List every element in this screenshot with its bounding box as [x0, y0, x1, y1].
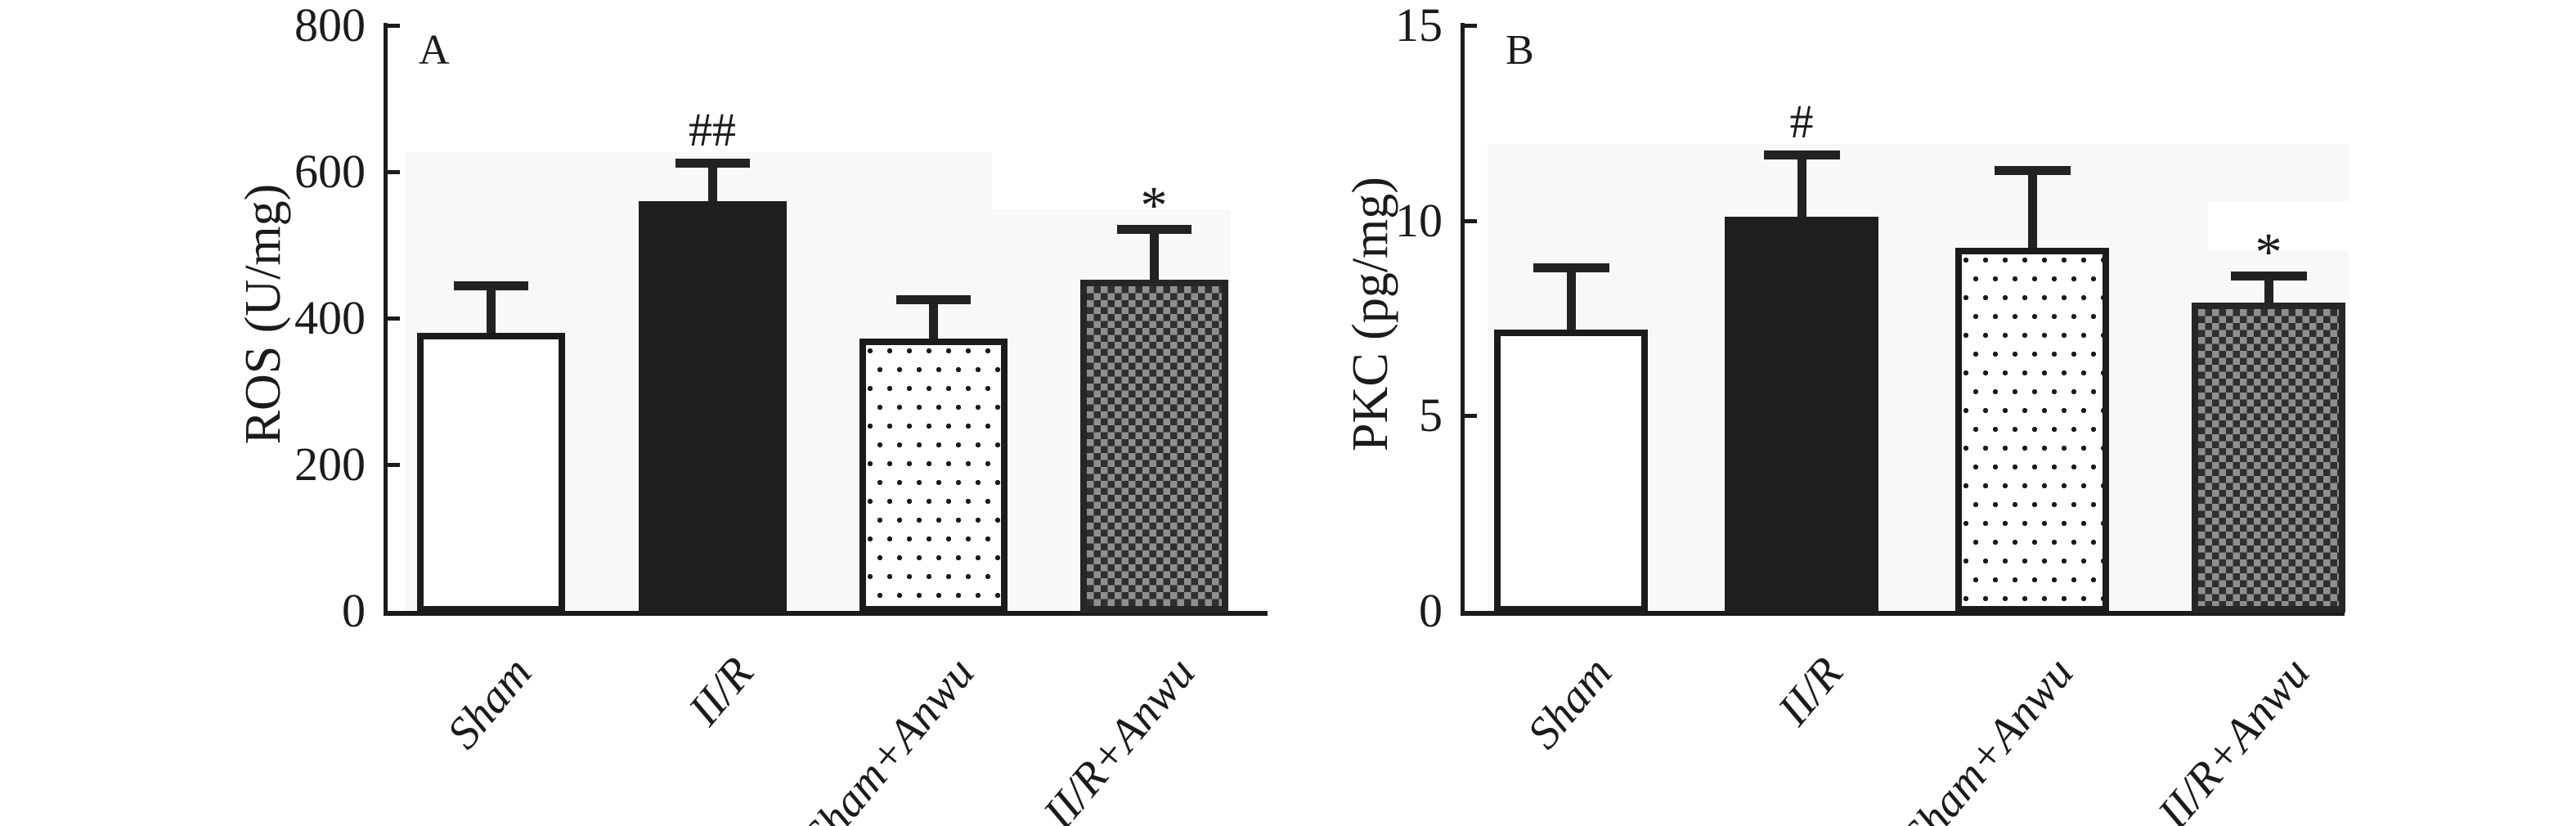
error-bar-cap [1117, 225, 1192, 234]
background-patch [2208, 201, 2349, 250]
error-bar-cap [2231, 272, 2307, 281]
panel-b-letter: B [1506, 27, 1534, 74]
y-tick-label: 800 [294, 0, 366, 52]
x-tick-label: Sham+Anwu [1892, 648, 2084, 826]
panel-a-letter: A [419, 27, 450, 74]
bar [1494, 330, 1648, 613]
y-tick-label: 400 [294, 291, 366, 344]
bar [859, 339, 1008, 613]
error-bar-line [1797, 159, 1806, 217]
error-bar-line [1567, 272, 1576, 330]
error-bar-cap [454, 281, 528, 290]
error-bar-line [1150, 234, 1159, 280]
y-tick-label: 200 [294, 438, 366, 491]
y-tick-label: 0 [342, 584, 366, 637]
error-bar-cap [1995, 166, 2071, 175]
y-tick [1465, 219, 1477, 223]
error-bar-cap [675, 159, 750, 168]
significance-annotation: * [1140, 176, 1168, 236]
y-tick-label: 0 [1419, 584, 1443, 637]
y-tick [388, 316, 400, 321]
significance-annotation: # [1789, 95, 1814, 148]
bar [417, 333, 565, 613]
error-bar-line [2264, 281, 2273, 303]
y-tick-label: 5 [1419, 388, 1443, 442]
bar [1955, 248, 2109, 613]
error-bar-line [2028, 175, 2037, 248]
error-bar-cap [1764, 150, 1840, 159]
x-axis-line [384, 611, 1268, 616]
significance-annotation: ## [689, 103, 736, 156]
y-tick-label: 600 [294, 145, 366, 198]
y-tick [388, 170, 400, 174]
y-tick-label: 15 [1395, 0, 1443, 52]
y-tick [1465, 414, 1477, 418]
bar [639, 201, 787, 613]
x-axis-line [1461, 611, 2345, 616]
error-bar-line [487, 290, 496, 333]
error-bar-cap [896, 295, 971, 304]
bar [2192, 303, 2345, 613]
x-tick-label: II/R+Anwu [2147, 648, 2320, 826]
bar [1080, 280, 1228, 613]
y-tick [388, 24, 400, 28]
x-tick-label: Sham [438, 648, 542, 759]
y-tick [388, 463, 400, 467]
significance-annotation: * [2255, 222, 2282, 282]
error-bar-line [708, 168, 717, 201]
y-tick [1465, 24, 1477, 28]
panel-b-y-axis-title: PKC (pg/mg) [1343, 177, 1398, 451]
y-tick-label: 10 [1395, 194, 1443, 247]
y-axis-spine [1461, 23, 1465, 616]
bar [1725, 217, 1878, 613]
x-tick-label: Sham [1518, 648, 1622, 759]
x-tick-label: II/R [1768, 648, 1853, 735]
error-bar-cap [1533, 263, 1609, 272]
y-axis-spine [384, 23, 388, 616]
error-bar-line [929, 304, 938, 339]
